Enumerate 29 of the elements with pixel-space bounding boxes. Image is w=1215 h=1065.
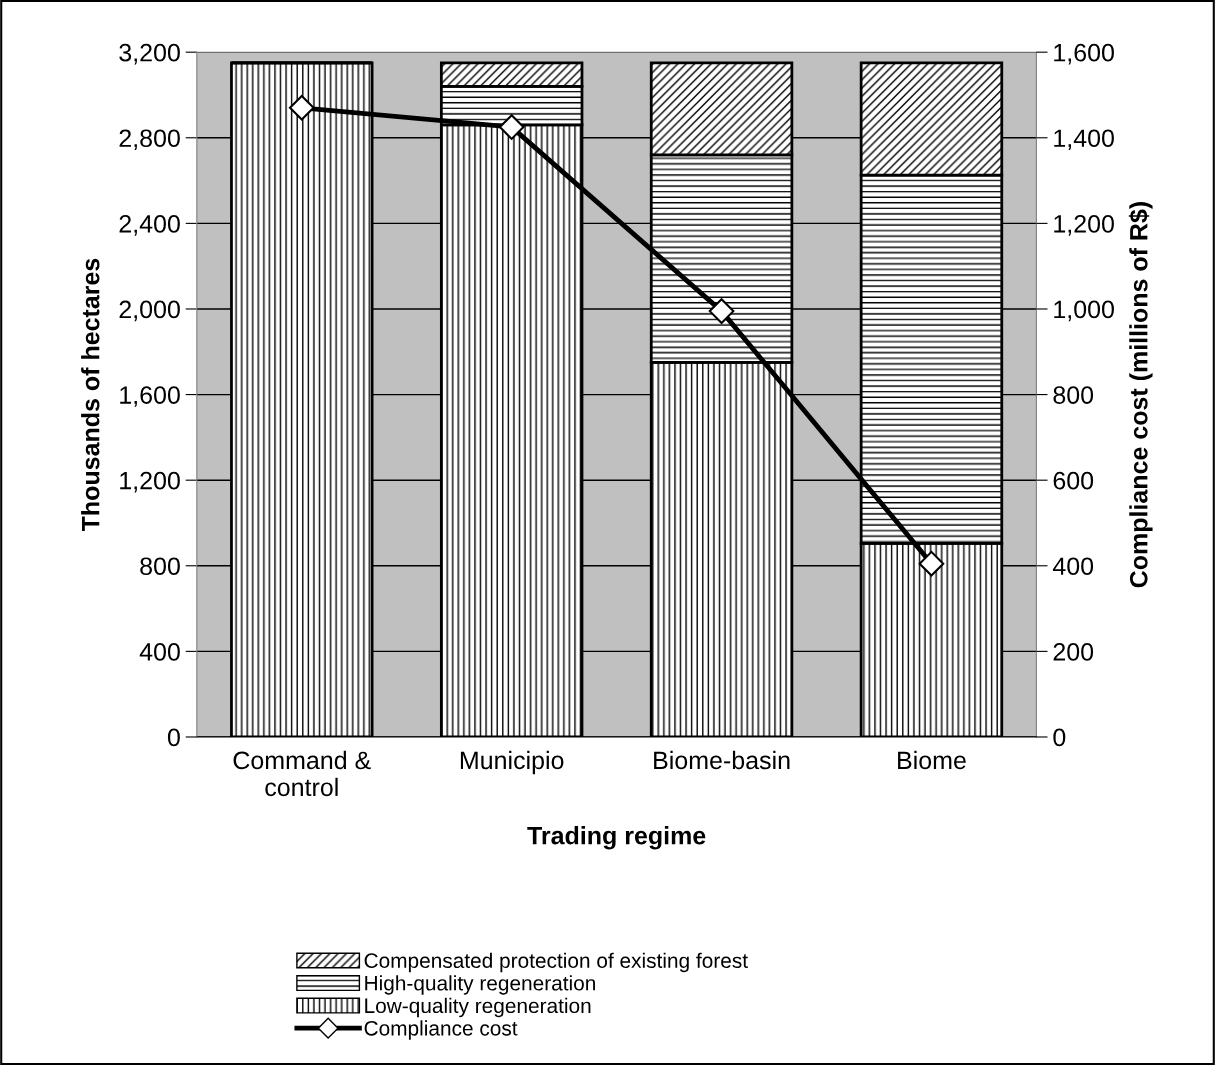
y2-tick-label: 1,000: [1054, 300, 1114, 322]
y2-tick-label: 1,400: [1054, 129, 1114, 151]
y2-tick-label: 400: [1052, 557, 1094, 576]
y-tick-label: 400: [139, 642, 180, 661]
y2-tick-label: 0: [1053, 728, 1066, 747]
y-tick-label: 1,600: [120, 386, 180, 407]
y-tick-label: 800: [140, 557, 180, 576]
y2-tick-label: 1,200: [1054, 214, 1114, 236]
y2-tick-label: 1,600: [1054, 43, 1114, 65]
y-tick-label: 2,000: [119, 300, 180, 322]
x-tick-label: Command & control: [233, 750, 371, 797]
y2-tick-label: 800: [1053, 386, 1094, 404]
legend-label: Compensated protection of existing forest: [364, 952, 748, 973]
legend-label: Compliance cost: [364, 1020, 518, 1040]
x-tick-label: Municipio: [460, 750, 564, 775]
x-axis-title: Trading regime: [527, 826, 706, 850]
legend-label: High-quality regeneration: [365, 975, 595, 995]
y-tick-label: 1,200: [120, 471, 180, 493]
x-tick-label: Biome: [898, 750, 966, 770]
x-tick-label: Biome-basin: [654, 750, 790, 770]
y-tick-label: 2,800: [119, 129, 180, 151]
y-tick-label: 3,200: [119, 43, 180, 65]
y-tick-label: 0: [167, 728, 180, 747]
y2-tick-label: 600: [1053, 471, 1094, 490]
y-tick-label: 2,400: [119, 214, 180, 236]
legend-label: Low-quality regeneration: [365, 997, 591, 1018]
y2-axis-title: Compliance cost (millions of R$): [1128, 202, 1153, 588]
y-axis-title: Thousands of hectares: [81, 258, 100, 532]
y2-tick-label: 200: [1053, 642, 1094, 661]
